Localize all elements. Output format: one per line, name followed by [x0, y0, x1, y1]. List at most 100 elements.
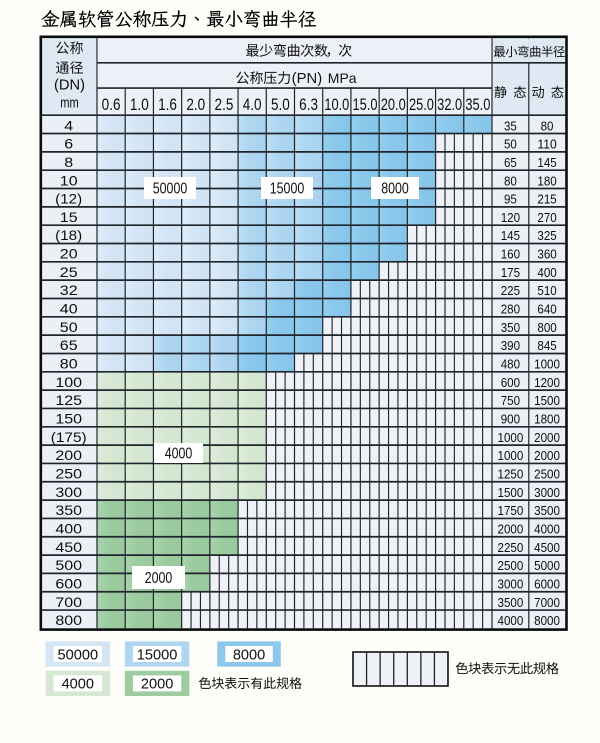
svg-text:2000: 2000	[498, 521, 524, 536]
svg-text:(DN): (DN)	[54, 78, 85, 94]
svg-text:480: 480	[501, 357, 520, 372]
svg-text:15000: 15000	[137, 647, 178, 663]
svg-text:270: 270	[537, 210, 556, 225]
svg-text:80: 80	[60, 357, 78, 373]
svg-text:1500: 1500	[534, 393, 560, 408]
svg-text:225: 225	[501, 283, 520, 298]
svg-text:6.3: 6.3	[299, 95, 318, 114]
svg-text:360: 360	[537, 247, 556, 262]
svg-text:2000: 2000	[141, 677, 173, 693]
svg-text:0.6: 0.6	[102, 95, 121, 114]
svg-text:1.0: 1.0	[130, 95, 149, 114]
svg-text:40: 40	[60, 302, 78, 318]
svg-text:65: 65	[504, 155, 517, 170]
svg-text:150: 150	[55, 412, 82, 428]
svg-text:845: 845	[537, 338, 556, 353]
svg-text:280: 280	[501, 302, 520, 317]
svg-text:250: 250	[55, 467, 82, 483]
svg-text:160: 160	[501, 247, 520, 262]
svg-text:4500: 4500	[534, 540, 560, 555]
svg-text:95: 95	[504, 192, 517, 207]
svg-text:50: 50	[60, 320, 78, 336]
svg-text:20: 20	[60, 247, 78, 263]
svg-text:35.0: 35.0	[465, 95, 490, 114]
svg-text:4.0: 4.0	[243, 95, 262, 114]
svg-text:6000: 6000	[534, 576, 560, 591]
svg-text:8: 8	[64, 155, 73, 171]
svg-text:350: 350	[501, 320, 520, 335]
svg-text:700: 700	[55, 595, 82, 611]
svg-text:10: 10	[60, 173, 78, 189]
svg-text:2500: 2500	[498, 558, 524, 573]
svg-text:3500: 3500	[498, 595, 524, 610]
svg-text:5.0: 5.0	[271, 95, 290, 114]
svg-text:25: 25	[60, 265, 78, 281]
svg-text:(12): (12)	[55, 192, 82, 208]
svg-text:510: 510	[537, 283, 556, 298]
svg-text:50000: 50000	[153, 181, 188, 198]
svg-text:325: 325	[537, 228, 556, 243]
svg-text:2000: 2000	[534, 430, 560, 445]
svg-text:2.5: 2.5	[215, 95, 234, 114]
svg-text:500: 500	[55, 558, 82, 574]
svg-text:32: 32	[60, 283, 78, 299]
svg-text:80: 80	[504, 173, 517, 188]
svg-text:MPa: MPa	[328, 70, 357, 86]
svg-text:110: 110	[537, 137, 556, 152]
svg-text:50000: 50000	[58, 647, 99, 663]
svg-text:2.0: 2.0	[186, 95, 205, 114]
svg-text:4000: 4000	[62, 677, 94, 693]
svg-text:125: 125	[55, 393, 82, 409]
svg-text:450: 450	[55, 540, 82, 556]
svg-text:4000: 4000	[534, 521, 560, 536]
svg-text:175: 175	[501, 265, 520, 280]
svg-text:3000: 3000	[534, 485, 560, 500]
svg-text:900: 900	[501, 412, 520, 427]
svg-text:65: 65	[60, 338, 78, 354]
svg-text:800: 800	[55, 613, 82, 629]
svg-text:2000: 2000	[145, 570, 173, 587]
svg-text:800: 800	[537, 320, 556, 335]
svg-text:5000: 5000	[534, 558, 560, 573]
svg-text:4000: 4000	[498, 613, 524, 628]
svg-text:1500: 1500	[498, 485, 524, 500]
svg-text:(18): (18)	[55, 228, 82, 244]
svg-text:1000: 1000	[498, 448, 524, 463]
svg-text:750: 750	[501, 393, 520, 408]
svg-text:(PN): (PN)	[292, 71, 323, 87]
svg-text:80: 80	[541, 118, 554, 133]
svg-text:100: 100	[55, 375, 82, 391]
svg-text:35: 35	[504, 118, 517, 133]
svg-text:10.0: 10.0	[324, 95, 349, 114]
svg-text:4: 4	[64, 118, 73, 134]
svg-text:215: 215	[537, 192, 556, 207]
svg-text:390: 390	[501, 338, 520, 353]
svg-text:640: 640	[537, 302, 556, 317]
svg-text:3000: 3000	[498, 576, 524, 591]
svg-text:200: 200	[55, 448, 82, 464]
svg-text:400: 400	[55, 521, 82, 537]
svg-text:2500: 2500	[534, 467, 560, 482]
svg-text:1000: 1000	[498, 430, 524, 445]
svg-text:mm: mm	[60, 96, 79, 112]
svg-text:1250: 1250	[498, 467, 524, 482]
svg-text:8000: 8000	[233, 647, 265, 663]
svg-text:1.6: 1.6	[158, 95, 177, 114]
svg-text:15000: 15000	[270, 181, 305, 198]
svg-text:1800: 1800	[534, 412, 560, 427]
svg-text:1200: 1200	[534, 375, 560, 390]
svg-text:120: 120	[501, 210, 520, 225]
svg-text:50: 50	[504, 137, 517, 152]
svg-text:600: 600	[501, 375, 520, 390]
svg-text:600: 600	[55, 576, 82, 592]
svg-text:400: 400	[537, 265, 556, 280]
svg-text:2250: 2250	[498, 540, 524, 555]
svg-text:180: 180	[537, 173, 556, 188]
svg-text:4000: 4000	[165, 446, 193, 463]
svg-text:1000: 1000	[534, 357, 560, 372]
svg-text:8000: 8000	[534, 613, 560, 628]
svg-text:(175): (175)	[51, 430, 87, 446]
svg-text:2000: 2000	[534, 448, 560, 463]
svg-text:8000: 8000	[381, 181, 409, 198]
svg-text:25.0: 25.0	[409, 95, 434, 114]
